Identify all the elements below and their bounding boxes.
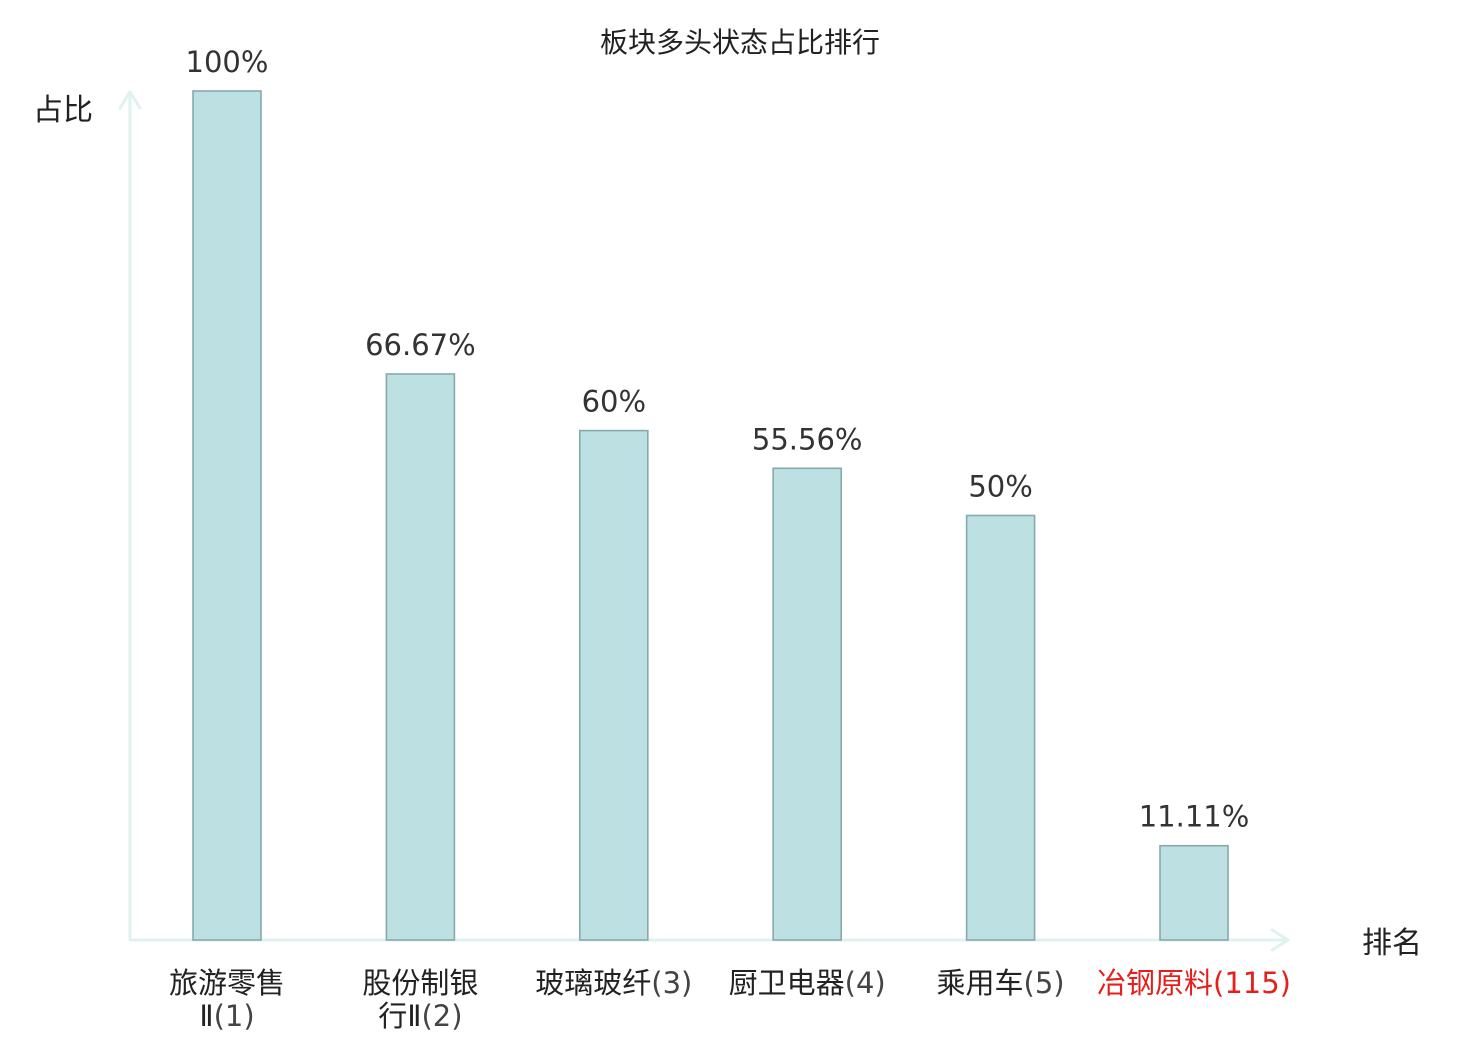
x-tick-label: 旅游零售 Ⅱ(1) [169,966,285,1033]
value-labels-group: 100% 66.67% 60% 55.56% 50% 11.11% [186,45,1250,834]
category-labels-group: 旅游零售 Ⅱ(1) 股份制银行Ⅱ(2) 玻璃玻纤(3) 厨卫电器(4) 乘用车(5) 冶钢原… [169,966,1291,1033]
x-tick-label: 股份制银行Ⅱ(2) [362,966,478,1033]
data-label: 66.67% [365,328,476,362]
bars-group [192,90,1229,941]
bar [772,467,843,941]
x-tick-rank: (115) [1213,966,1291,1000]
data-label: 11.11% [1139,800,1250,834]
bar [965,514,1036,941]
x-tick-label: 冶钢原料(115) [1097,966,1291,1000]
x-axis-label: 排名 [1362,926,1422,961]
x-tick-label-line: 厨卫电器(4) [729,966,886,1000]
x-tick-label-line: 玻璃玻纤(3) [535,966,692,1000]
y-axis-label: 占比 [33,93,93,128]
axes [118,90,1290,952]
y-axis-arrow [118,90,142,110]
x-tick-label-line: 乘用车(5) [937,966,1065,1000]
data-label: 55.56% [752,422,863,456]
data-label: 50% [968,470,1032,504]
x-tick-label: 厨卫电器(4) [729,966,886,1000]
chart-title: 板块多头状态占比排行 [600,26,880,59]
bar [578,429,649,941]
x-tick-rank: (5) [1024,966,1065,1000]
data-label: 100% [186,45,269,79]
x-tick-label-line: Ⅱ(1) [199,999,254,1033]
bar [385,373,456,941]
x-tick-label: 玻璃玻纤(3) [535,966,692,1000]
x-tick-label: 乘用车(5) [937,966,1065,1000]
x-tick-label-line: 股份制银 [362,966,478,1000]
x-tick-label-line: 冶钢原料(115) [1097,966,1291,1000]
x-tick-label-line: 行Ⅱ(2) [378,999,462,1033]
bar [192,90,262,941]
x-tick-label-line: 旅游零售 [169,966,285,1000]
data-label: 60% [582,385,646,419]
x-tick-rank: (4) [845,966,886,1000]
x-tick-rank: (2) [421,999,462,1033]
x-axis-arrow [1270,928,1290,952]
x-tick-rank: (1) [214,999,255,1033]
bar [1159,844,1229,941]
x-tick-rank: (3) [651,966,692,1000]
